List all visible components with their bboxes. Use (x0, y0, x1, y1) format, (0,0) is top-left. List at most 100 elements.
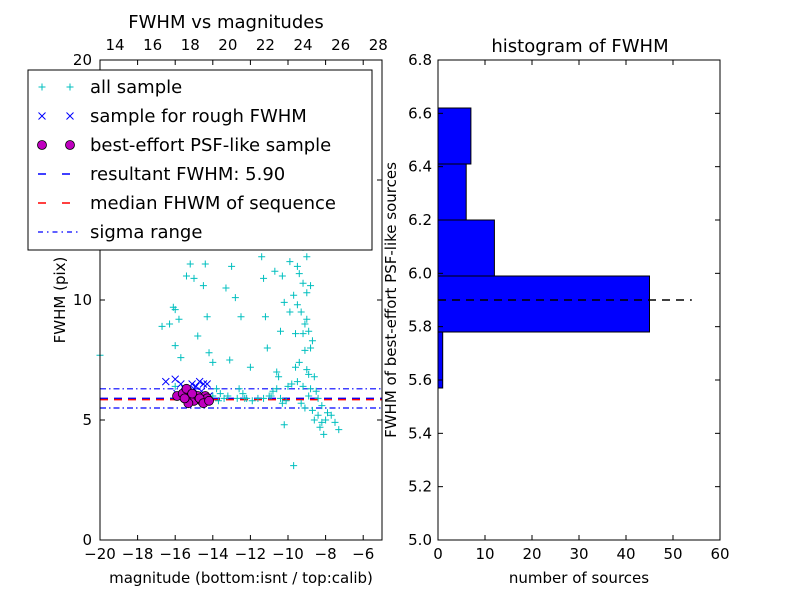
all-sample-point (303, 289, 311, 297)
all-sample-point (290, 462, 298, 470)
all-sample-point (213, 385, 221, 393)
all-sample-point (293, 378, 301, 386)
all-sample-point (186, 260, 194, 268)
all-sample-point (231, 294, 239, 302)
all-sample-point (307, 385, 315, 393)
all-sample-point (288, 380, 296, 388)
all-sample-point (301, 404, 309, 412)
scatter-top-tick-label: 16 (143, 36, 162, 54)
all-sample-point (254, 394, 262, 402)
all-sample-point (303, 253, 311, 261)
scatter-title: FWHM vs magnitudes (128, 12, 323, 33)
all-sample-point (222, 284, 230, 292)
rough-sample-point (203, 380, 212, 388)
all-sample-point (171, 306, 179, 314)
all-sample-point (303, 315, 311, 323)
all-sample-point (297, 399, 305, 407)
all-sample-point (293, 262, 301, 270)
all-sample-point (308, 337, 316, 345)
all-sample-point (261, 313, 269, 321)
scatter-x-tick-label: −18 (122, 545, 154, 563)
histogram-x-tick-label: 30 (569, 545, 588, 563)
legend-marker-psf-sample (65, 140, 75, 150)
scatter-top-tick-label: 24 (293, 36, 312, 54)
histogram-x-tick-label: 10 (475, 545, 494, 563)
all-sample-point (284, 382, 292, 390)
all-sample-point (303, 366, 311, 374)
all-sample-point (276, 394, 284, 402)
histogram-bar (437, 163, 467, 221)
all-sample-point (280, 421, 288, 429)
rough-sample-point (199, 380, 208, 388)
all-sample-point (299, 279, 307, 287)
histogram-bar (437, 107, 472, 165)
legend-marker-all-sample (66, 83, 74, 91)
all-sample-point (235, 385, 243, 393)
legend-entry-psf-sample: best-effort PSF-like sample (90, 135, 331, 156)
all-sample-point (205, 349, 213, 357)
scatter-top-tick-label: 18 (181, 36, 200, 54)
all-sample-point (177, 354, 185, 362)
histogram-y-tick-label: 6.4 (408, 158, 432, 176)
scatter-x-tick-label: −12 (235, 545, 267, 563)
all-sample-point (182, 272, 190, 280)
legend-entry-resultant-fwhm: resultant FWHM: 5.90 (90, 164, 285, 185)
all-sample-point (301, 346, 309, 354)
all-sample-point (310, 416, 318, 424)
scatter-x-tick-label: −16 (159, 545, 191, 563)
scatter-top-tick-label: 28 (369, 36, 388, 54)
all-sample-point (237, 313, 245, 321)
psf-sample-point (204, 395, 214, 406)
histogram-title: histogram of FWHM (491, 36, 668, 57)
histogram-y-tick-label: 6.6 (408, 104, 432, 122)
all-sample-point (305, 327, 313, 335)
scatter-y-tick-label: 20 (73, 51, 92, 69)
all-sample-point (166, 320, 174, 328)
scatter-horizontal-lines (100, 388, 382, 409)
all-sample-point (175, 315, 183, 323)
all-sample-point (190, 274, 198, 282)
histogram-y-tick-label: 5.2 (408, 478, 432, 496)
all-sample-point (290, 291, 298, 299)
all-sample-point (322, 416, 330, 424)
all-sample-point (171, 382, 179, 390)
legend-marker-rough-sample (66, 112, 74, 120)
scatter-top-tick-label: 20 (218, 36, 237, 54)
all-sample-point (293, 301, 301, 309)
all-sample-point (276, 327, 284, 335)
all-sample-point (273, 368, 281, 376)
scatter-top-tick-label: 26 (331, 36, 350, 54)
all-sample-point (292, 363, 300, 371)
rough-sample-point (195, 377, 204, 386)
all-sample-point (214, 397, 222, 405)
scatter-panel: −20 −18 −16 −14 −12 −10 −8 −6 14 16 18 20 22 24 26 28 … (27, 12, 388, 587)
all-sample-point (316, 423, 324, 431)
scatter-legend: all sample sample for rough FWHM best-ef… (27, 69, 373, 251)
scatter-y-tick-label: 0 (82, 531, 92, 549)
all-sample-point (216, 390, 224, 398)
all-sample-point (308, 406, 316, 414)
all-sample-point (282, 397, 290, 405)
rough-sample-point (171, 375, 180, 384)
histogram-y-tick-label: 5.8 (408, 318, 432, 336)
all-sample-point (305, 392, 313, 400)
rough-sample-point (161, 377, 170, 386)
all-sample-point (286, 258, 294, 266)
scatter-y-tick-label: 10 (73, 291, 92, 309)
histogram-x-tick-label: 0 (433, 545, 443, 563)
all-sample-point (260, 274, 268, 282)
all-sample-point (301, 320, 309, 328)
all-sample-point (320, 430, 328, 438)
scatter-top-x-ticks: 14 16 18 20 22 24 26 28 (105, 36, 387, 54)
all-sample-point (318, 418, 326, 426)
scatter-y-axis-label: FWHM (pix) (51, 257, 69, 344)
all-sample-point (295, 270, 303, 278)
all-sample-point (246, 363, 254, 371)
histogram-y-tick-label: 6.2 (408, 211, 432, 229)
all-sample-point (327, 411, 335, 419)
all-sample-point (271, 267, 279, 275)
all-sample-points (96, 178, 343, 470)
all-sample-point (299, 330, 307, 338)
scatter-x-tick-label: −10 (272, 545, 304, 563)
all-sample-point (224, 392, 232, 400)
